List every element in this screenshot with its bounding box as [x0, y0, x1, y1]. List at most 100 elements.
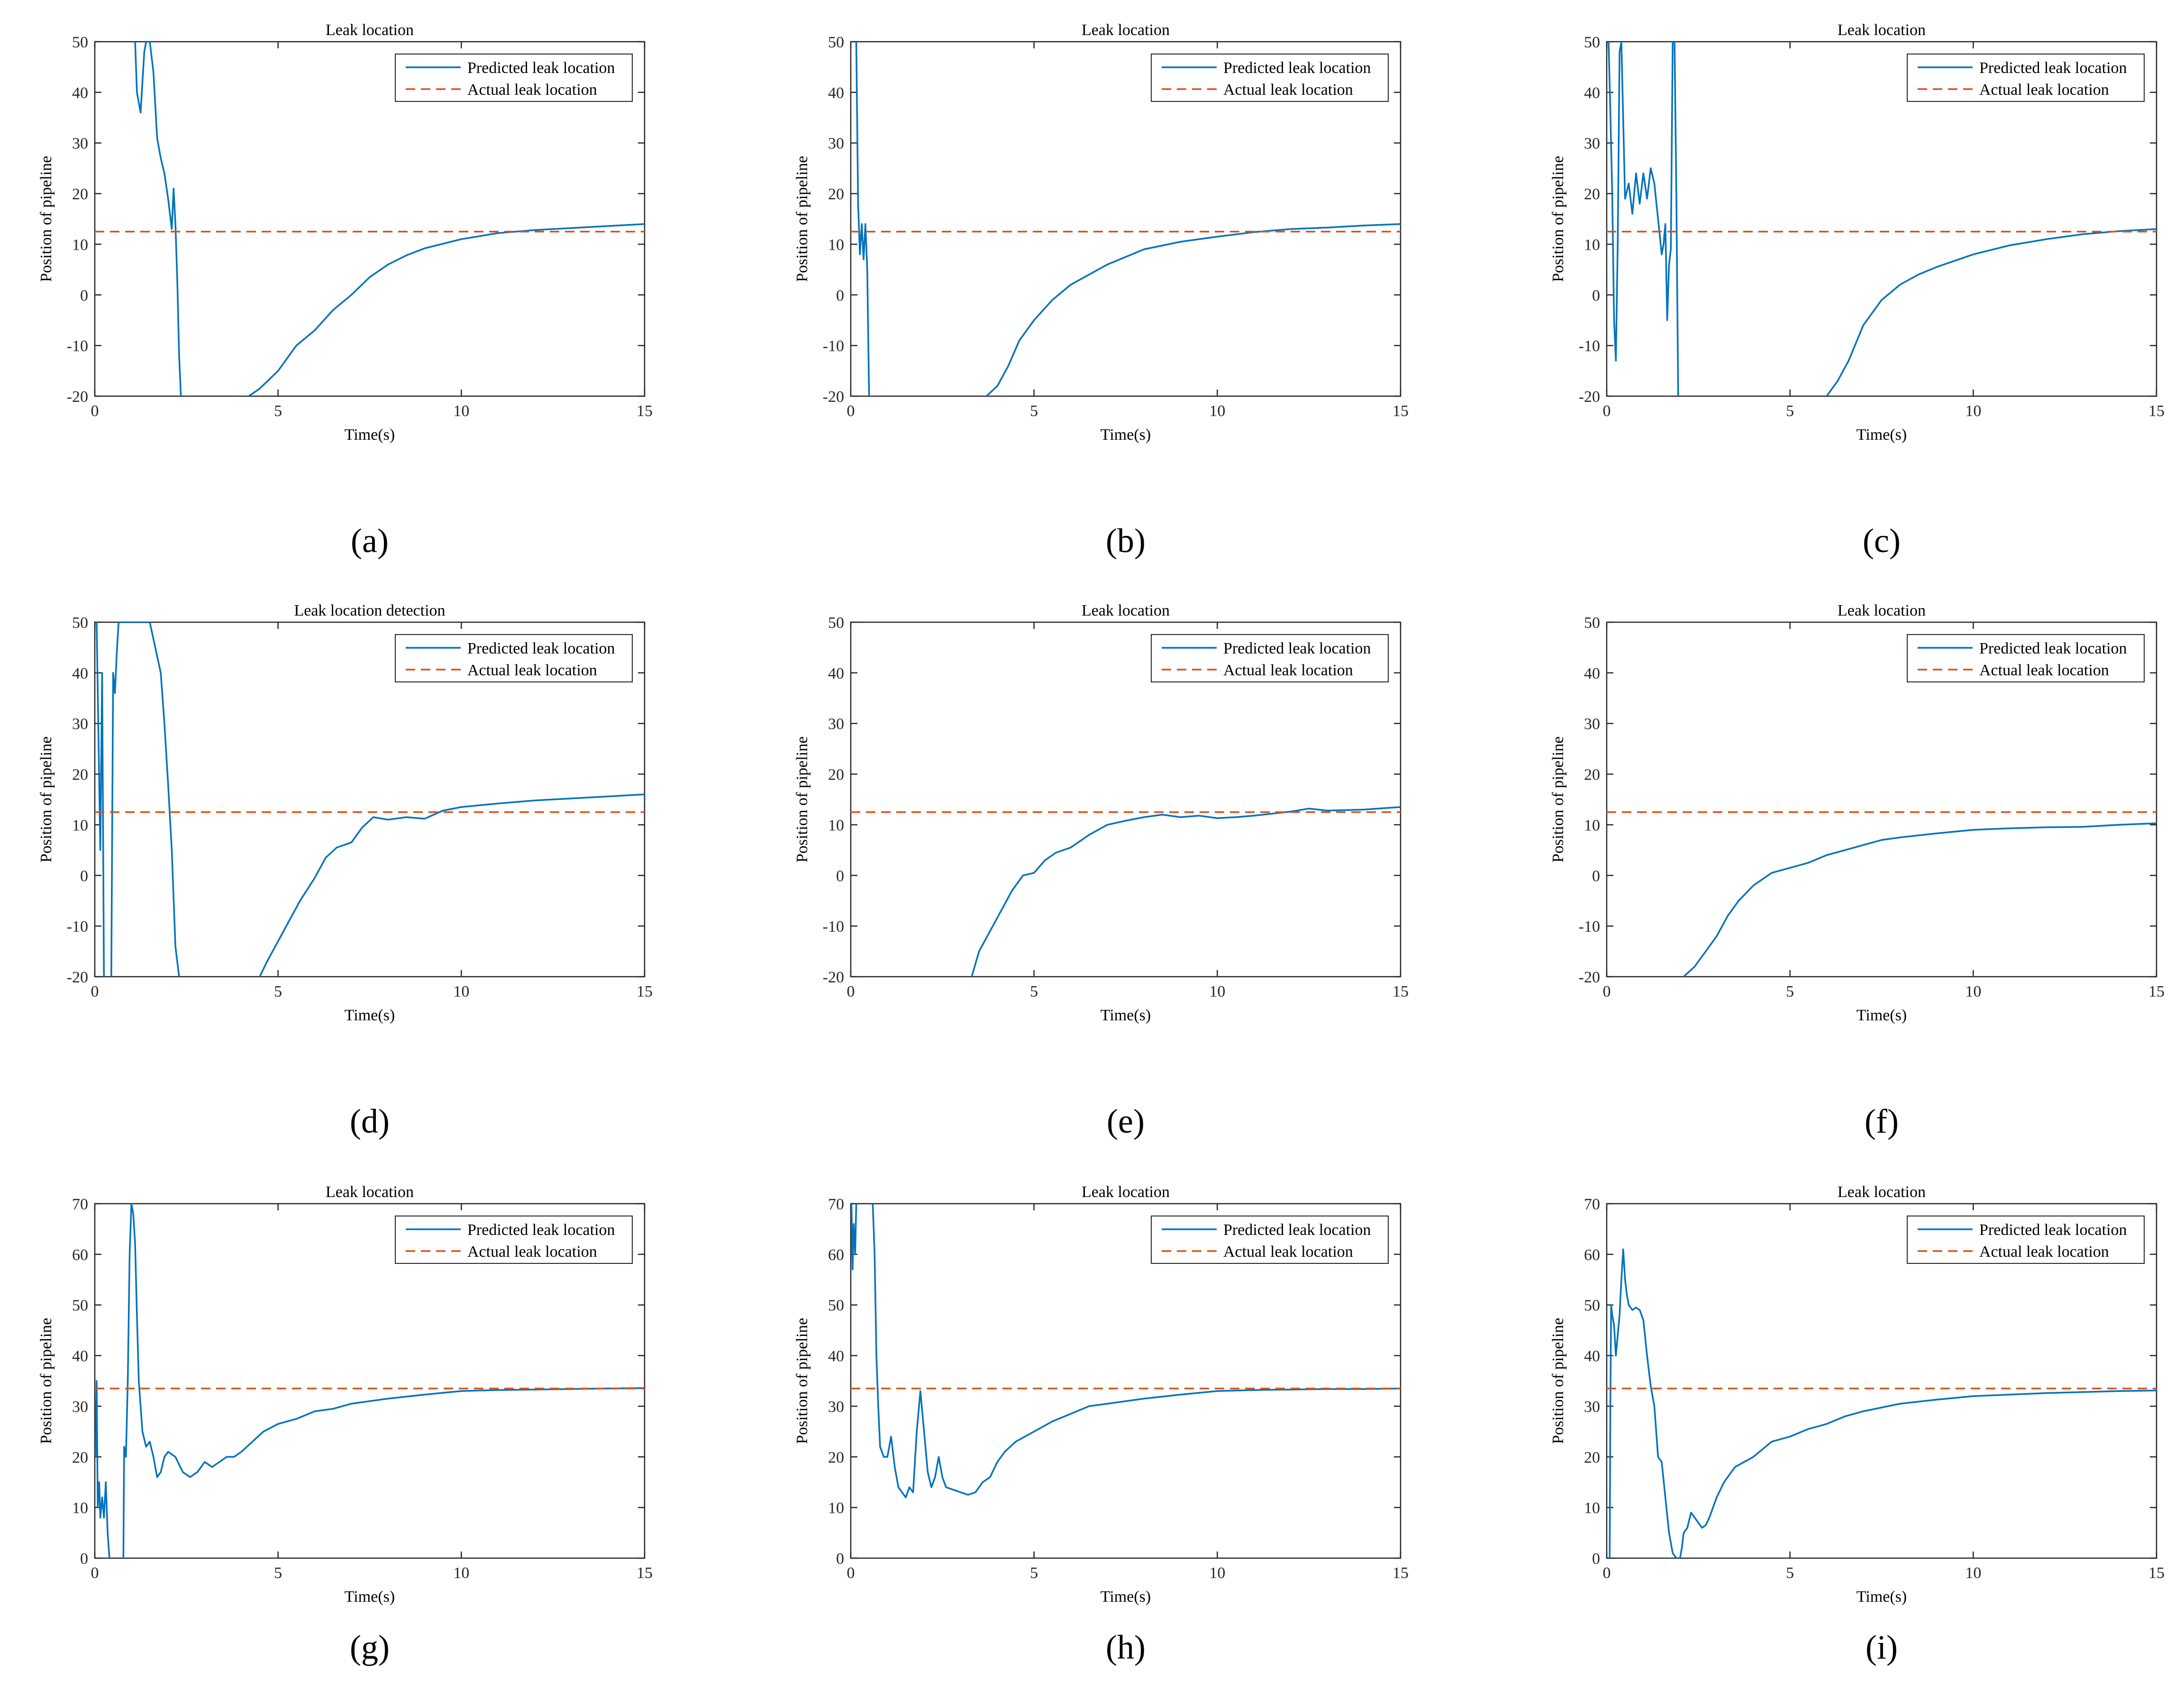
chart-a: 0 5 10 15 -20 -10 0 10 20 30 40 50 Leak location Time… — [37, 21, 653, 560]
predicted-leak-location-line — [871, 1204, 1401, 1498]
y-tick-label: 30 — [1584, 135, 1600, 153]
chart-title: Leak location — [1082, 21, 1170, 39]
x-tick-label: 10 — [1209, 983, 1225, 1000]
legend-entry-label: Predicted leak location — [1979, 1221, 2127, 1239]
plot-area — [851, 1204, 1401, 1498]
legend: Predicted leak location Actual leak locat… — [1151, 1216, 1389, 1264]
y-tick-label: -10 — [823, 337, 844, 355]
chart-b: 0 5 10 15 -20 -10 0 10 20 30 40 50 Leak location Time… — [793, 21, 1409, 560]
chart-title: Leak location — [1838, 602, 1926, 619]
x-tick-label: 0 — [1603, 402, 1611, 420]
legend: Predicted leak location Actual leak locat… — [395, 634, 633, 682]
chart-e: 0 5 10 15 -20 -10 0 10 20 30 40 50 Leak location Time… — [793, 602, 1409, 1140]
panel-label: (c) — [1863, 522, 1901, 560]
x-tick-label: 15 — [637, 1564, 653, 1582]
y-axis-label: Position of pipeline — [793, 736, 811, 862]
legend-entry-label: Predicted leak location — [1979, 59, 2127, 77]
y-tick-label: 10 — [828, 236, 844, 254]
legend-entry-label: Actual leak location — [467, 1243, 597, 1261]
legend: Predicted leak location Actual leak locat… — [395, 1216, 633, 1264]
x-tick-label: 5 — [1786, 402, 1794, 420]
axes-box — [94, 621, 646, 978]
predicted-leak-location-line — [95, 1380, 110, 1558]
predicted-leak-location-line — [1826, 228, 2157, 396]
plot-area — [1607, 42, 2157, 396]
x-tick-label: 0 — [91, 402, 99, 420]
y-tick-label: 40 — [828, 1348, 844, 1365]
axes-box — [1606, 621, 2157, 978]
axes-box — [1606, 41, 2157, 397]
x-tick-label: 5 — [274, 402, 282, 420]
predicted-leak-location-line — [1608, 42, 1680, 396]
predicted-leak-location-line — [851, 1204, 858, 1270]
x-axis-label: Time(s) — [345, 426, 395, 444]
legend-entry-label: Predicted leak location — [467, 59, 615, 77]
axes-box — [850, 41, 1401, 397]
y-tick-label: 40 — [828, 84, 844, 102]
legend-entry-label: Predicted leak location — [1979, 640, 2127, 657]
predicted-leak-location-line — [1609, 1248, 2157, 1558]
plot-area — [1607, 811, 2157, 977]
y-tick-label: 10 — [72, 817, 88, 834]
axes-box — [94, 41, 646, 397]
y-tick-label: 60 — [828, 1246, 844, 1264]
x-tick-label: 15 — [2148, 1564, 2165, 1582]
y-tick-label: 20 — [72, 186, 88, 203]
x-tick-label: 15 — [1392, 1564, 1409, 1582]
plot-area — [851, 806, 1401, 977]
panel-label: (a) — [351, 522, 389, 560]
y-tick-label: 0 — [836, 867, 844, 885]
y-tick-label: 0 — [1592, 867, 1600, 885]
x-tick-label: 10 — [1209, 1564, 1225, 1582]
legend-box — [395, 634, 633, 682]
x-tick-label: 10 — [1965, 402, 1981, 420]
y-tick-label: 10 — [1584, 236, 1600, 254]
x-tick-label: 10 — [453, 983, 469, 1000]
panel-label: (f) — [1865, 1102, 1899, 1140]
y-tick-label: 0 — [1592, 1550, 1600, 1568]
y-tick-label: 20 — [1584, 186, 1600, 203]
legend-box — [1907, 1216, 2145, 1264]
legend-box — [1907, 54, 2145, 102]
y-tick-label: -20 — [823, 388, 844, 406]
y-tick-label: 30 — [828, 716, 844, 733]
y-axis-label: Position of pipeline — [1549, 1318, 1567, 1444]
y-tick-label: 50 — [1584, 614, 1600, 632]
x-tick-label: 5 — [1786, 1564, 1794, 1582]
x-tick-label: 0 — [847, 1564, 855, 1582]
x-tick-label: 5 — [274, 983, 282, 1000]
x-tick-label: 10 — [453, 402, 469, 420]
y-tick-label: 0 — [80, 1550, 88, 1568]
legend-entry-label: Predicted leak location — [1223, 640, 1371, 657]
y-axis-label: Position of pipeline — [793, 156, 811, 282]
x-tick-label: 5 — [1786, 983, 1794, 1000]
x-axis-label: Time(s) — [1856, 426, 1907, 444]
predicted-leak-location-line — [1683, 822, 2157, 977]
panel-label: (h) — [1106, 1628, 1146, 1666]
x-tick-label: 5 — [1030, 402, 1038, 420]
y-tick-label: 20 — [72, 1449, 88, 1466]
y-tick-label: 40 — [72, 665, 88, 682]
predicted-leak-location-line — [96, 622, 106, 977]
y-axis-label: Position of pipeline — [37, 1318, 55, 1444]
y-tick-label: -10 — [823, 918, 844, 935]
legend-entry-label: Actual leak location — [1979, 662, 2109, 679]
y-tick-label: 30 — [72, 716, 88, 733]
axes-box — [850, 1203, 1401, 1559]
y-tick-label: 10 — [828, 817, 844, 834]
y-axis-label: Position of pipeline — [37, 736, 55, 862]
y-axis-label: Position of pipeline — [1549, 736, 1567, 862]
panel-label: (e) — [1107, 1102, 1145, 1140]
predicted-leak-location-line — [134, 42, 183, 396]
y-tick-label: 10 — [828, 1499, 844, 1517]
chart-g: 0 5 10 15 0 10 20 30 40 50 60 70 Leak location Time(s… — [37, 1183, 653, 1666]
legend-box — [1151, 1216, 1389, 1264]
x-tick-label: 15 — [1392, 402, 1409, 420]
x-tick-label: 5 — [1030, 1564, 1038, 1582]
y-tick-label: 50 — [828, 1297, 844, 1315]
legend-entry-label: Predicted leak location — [1223, 59, 1371, 77]
x-tick-label: 0 — [847, 402, 855, 420]
predicted-leak-location-line — [122, 1204, 645, 1558]
y-tick-label: 20 — [828, 1449, 844, 1466]
y-tick-label: 60 — [72, 1246, 88, 1264]
